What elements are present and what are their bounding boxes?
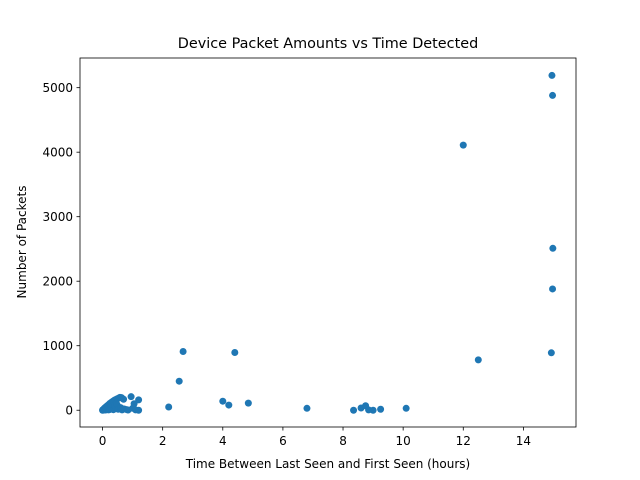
x-tick-label: 12 bbox=[456, 434, 471, 448]
data-point bbox=[402, 404, 410, 412]
y-tick-label: 4000 bbox=[42, 145, 73, 159]
data-point bbox=[179, 348, 187, 356]
data-point bbox=[225, 401, 233, 409]
x-tick-label: 8 bbox=[339, 434, 347, 448]
x-tick-label: 0 bbox=[99, 434, 107, 448]
x-tick-label: 10 bbox=[396, 434, 411, 448]
x-axis-label: Time Between Last Seen and First Seen (h… bbox=[185, 457, 470, 471]
data-point bbox=[377, 405, 385, 413]
points-layer bbox=[99, 71, 557, 414]
x-axis-ticks: 0 2 4 6 8 10 12 14 bbox=[99, 427, 531, 448]
data-point bbox=[165, 403, 173, 411]
data-point bbox=[135, 406, 143, 414]
y-axis-label: Number of Packets bbox=[15, 186, 29, 299]
data-point bbox=[135, 396, 143, 404]
data-point bbox=[303, 404, 311, 412]
x-tick-label: 2 bbox=[159, 434, 167, 448]
data-point bbox=[231, 348, 239, 356]
x-tick-label: 4 bbox=[219, 434, 227, 448]
x-tick-label: 6 bbox=[279, 434, 287, 448]
chart-title: Device Packet Amounts vs Time Detected bbox=[178, 36, 478, 52]
y-axis-ticks: 0 1000 2000 3000 4000 5000 bbox=[42, 81, 80, 418]
data-point bbox=[369, 406, 377, 414]
y-tick-label: 3000 bbox=[42, 210, 73, 224]
data-point bbox=[244, 399, 252, 407]
y-tick-label: 2000 bbox=[42, 275, 73, 289]
data-point bbox=[219, 397, 227, 405]
data-point bbox=[549, 91, 557, 99]
data-point bbox=[549, 285, 557, 293]
data-point bbox=[127, 393, 135, 401]
y-tick-label: 1000 bbox=[42, 339, 73, 353]
data-point bbox=[549, 244, 557, 252]
plot-frame bbox=[79, 57, 577, 428]
data-point bbox=[350, 406, 358, 414]
x-tick-label: 14 bbox=[516, 434, 531, 448]
y-tick-label: 0 bbox=[65, 404, 73, 418]
data-point bbox=[120, 395, 128, 403]
data-point bbox=[548, 71, 556, 79]
data-point bbox=[459, 141, 467, 149]
data-point bbox=[547, 349, 555, 357]
data-point bbox=[474, 356, 482, 364]
data-point bbox=[175, 377, 183, 385]
y-tick-label: 5000 bbox=[42, 81, 73, 95]
